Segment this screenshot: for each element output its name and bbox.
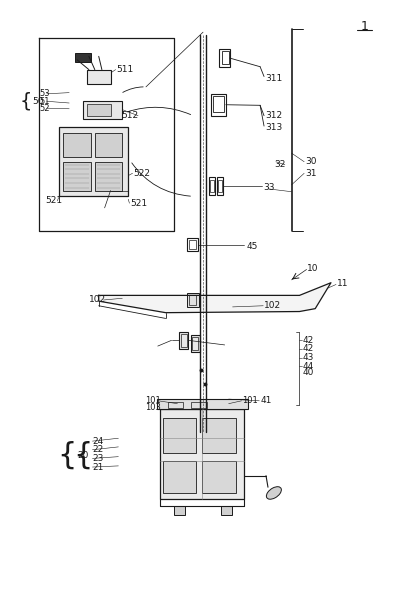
FancyArrowPatch shape — [127, 107, 190, 115]
Text: 23: 23 — [92, 454, 104, 463]
Text: 21: 21 — [92, 463, 104, 472]
Text: 41: 41 — [259, 396, 271, 406]
Text: 101: 101 — [145, 396, 160, 406]
Bar — [187, 238, 198, 251]
Text: 512: 512 — [121, 111, 138, 120]
Text: 51: 51 — [39, 97, 49, 106]
Bar — [191, 335, 200, 352]
Text: 521: 521 — [45, 196, 63, 205]
Bar — [213, 96, 224, 112]
Bar — [156, 399, 247, 409]
FancyArrowPatch shape — [122, 87, 143, 92]
Text: 1: 1 — [360, 20, 367, 33]
Bar — [180, 334, 186, 347]
Text: 52: 52 — [39, 104, 49, 113]
Text: {: { — [73, 441, 92, 470]
Text: 33: 33 — [262, 183, 274, 192]
Bar — [167, 402, 183, 408]
Bar — [202, 461, 235, 493]
Text: 20: 20 — [77, 451, 88, 460]
Text: {: { — [58, 441, 77, 470]
Text: 313: 313 — [264, 122, 281, 131]
Bar — [179, 332, 188, 349]
Bar — [162, 461, 196, 493]
FancyArrowPatch shape — [131, 163, 190, 196]
Text: 522: 522 — [133, 169, 150, 178]
Bar — [75, 53, 91, 62]
Text: 521: 521 — [130, 199, 147, 208]
Bar — [189, 240, 196, 250]
Text: 102: 102 — [263, 301, 281, 310]
Text: 22: 22 — [92, 445, 104, 454]
Bar — [160, 409, 244, 499]
Bar — [216, 178, 222, 194]
Bar — [217, 179, 221, 192]
Text: 45: 45 — [246, 242, 257, 251]
Bar — [189, 295, 196, 305]
Text: 50: 50 — [32, 97, 43, 106]
Text: 40: 40 — [302, 368, 313, 377]
Polygon shape — [99, 283, 330, 313]
Bar — [191, 402, 207, 408]
Bar — [220, 506, 231, 515]
Text: 43: 43 — [302, 353, 313, 362]
Text: 31: 31 — [305, 169, 316, 178]
Text: {: { — [19, 92, 32, 111]
Text: 311: 311 — [264, 74, 281, 83]
Text: 53: 53 — [39, 89, 49, 98]
Text: 24: 24 — [92, 437, 104, 446]
Bar — [209, 179, 213, 192]
Bar — [59, 127, 128, 196]
Text: 32: 32 — [274, 160, 285, 169]
Bar — [162, 418, 196, 452]
Text: 11: 11 — [336, 280, 348, 289]
Bar — [94, 133, 122, 157]
Text: 102: 102 — [89, 295, 106, 304]
Bar — [63, 162, 91, 191]
Text: 30: 30 — [305, 157, 316, 166]
Text: 42: 42 — [302, 336, 313, 345]
Bar — [87, 104, 110, 116]
Text: 44: 44 — [302, 362, 313, 371]
Bar — [83, 101, 122, 119]
Text: 101: 101 — [242, 396, 258, 406]
Bar — [210, 94, 225, 116]
Bar — [94, 162, 122, 191]
Text: 312: 312 — [264, 111, 281, 120]
Text: 511: 511 — [116, 65, 133, 74]
Bar — [221, 51, 229, 64]
Text: 10: 10 — [307, 264, 318, 273]
Bar — [187, 293, 199, 307]
Bar — [192, 337, 198, 350]
Bar — [87, 70, 110, 84]
Bar — [209, 178, 214, 194]
Text: 103: 103 — [145, 403, 161, 412]
Bar — [218, 49, 229, 67]
Bar — [63, 133, 91, 157]
Bar — [202, 418, 235, 452]
Ellipse shape — [266, 487, 281, 499]
Text: 42: 42 — [302, 344, 313, 353]
Bar — [173, 506, 184, 515]
